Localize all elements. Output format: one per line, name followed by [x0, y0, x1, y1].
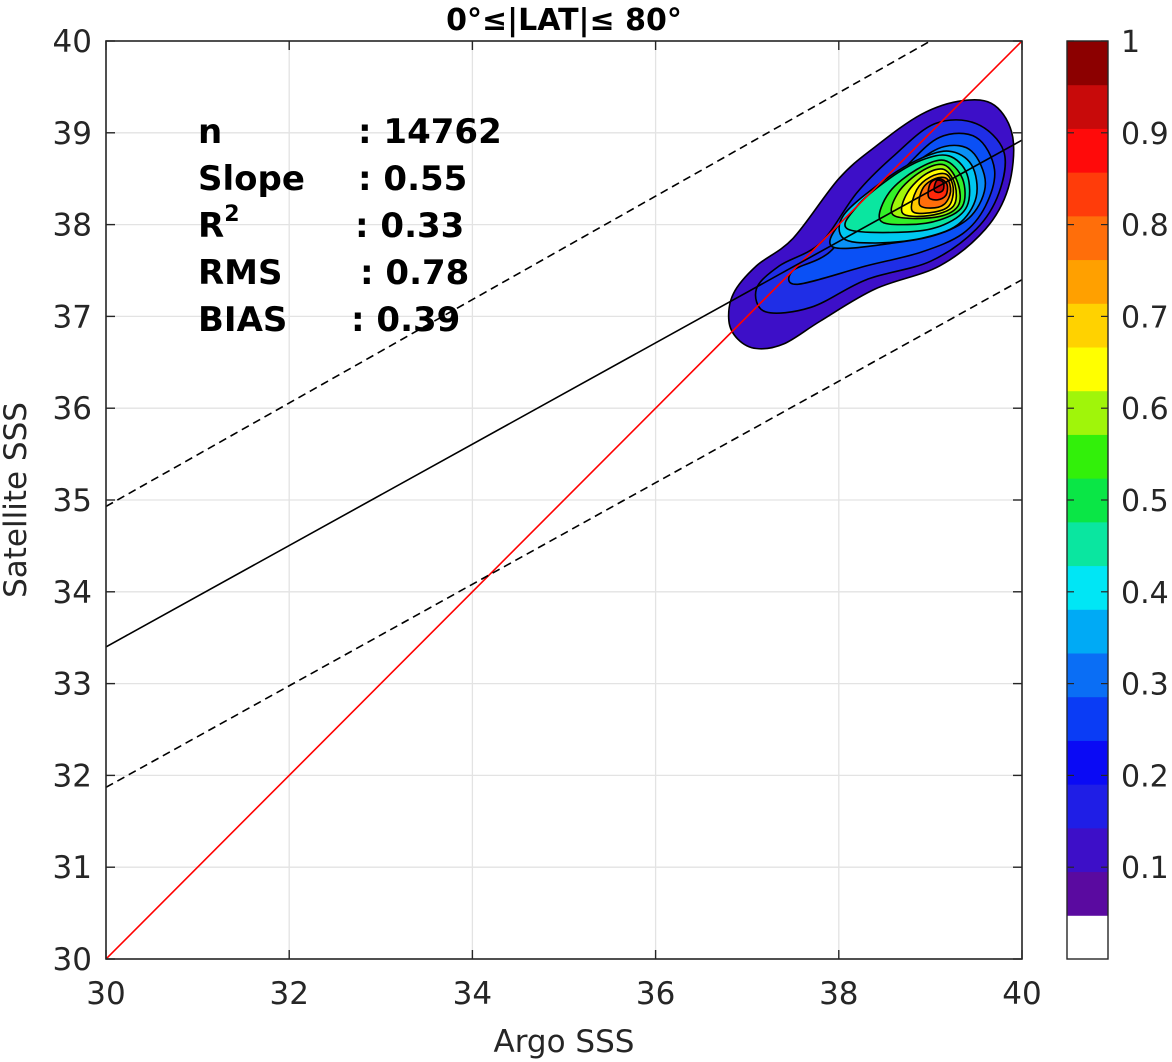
y-tick-label: 33 [53, 667, 92, 703]
colorbar-segment [1067, 303, 1108, 348]
x-tick-label: 36 [636, 976, 675, 1012]
colorbar-tick-label: 0.5 [1121, 484, 1169, 519]
colorbar-segment [1067, 128, 1108, 173]
y-tick-label: 34 [53, 575, 92, 611]
y-tick-label: 37 [53, 299, 92, 335]
stat-value: : 0.39 [351, 300, 460, 340]
colorbar-segment [1067, 259, 1108, 304]
x-tick-label: 32 [269, 976, 308, 1012]
colorbar-tick-label: 0.7 [1121, 300, 1169, 335]
stat-label: RMS [198, 253, 283, 293]
stat-value: : 0.55 [358, 159, 467, 199]
colorbar-segment [1067, 390, 1108, 435]
x-axis-ticks: 30 32 34 36 38 40 [86, 41, 1042, 1012]
y-tick-label: 35 [53, 483, 92, 519]
y-tick-label: 40 [53, 24, 92, 60]
reference-lines [106, 41, 1022, 959]
colorbar-segment [1067, 172, 1108, 217]
colorbar-segment [1067, 915, 1108, 960]
colorbar-segment [1067, 827, 1108, 873]
stat-value: : 0.78 [360, 253, 469, 293]
colorbar-segment [1067, 696, 1108, 741]
colorbar-tick-label: 0.4 [1121, 576, 1169, 611]
stat-label: n [198, 112, 222, 152]
colorbar-tick-label: 0.1 [1121, 851, 1169, 886]
chart-title: 0°≤|LAT|≤ 80° [446, 3, 682, 38]
x-tick-label: 34 [453, 976, 492, 1012]
upper-bound-line [106, 41, 931, 508]
colorbar-segment [1067, 784, 1108, 829]
x-tick-label: 38 [819, 976, 858, 1012]
colorbar-segment [1067, 84, 1108, 129]
colorbar: 1 0.9 0.8 0.7 0.6 0.5 0.4 0.3 0.2 0.1 [1066, 25, 1169, 960]
x-axis-label: Argo SSS [494, 1024, 635, 1060]
y-tick-label: 32 [53, 758, 92, 794]
y-axis-label: Satellite SSS [0, 402, 34, 598]
stat-value: : 14762 [358, 112, 502, 152]
colorbar-tick-label: 0.2 [1121, 759, 1169, 794]
colorbar-tick-label: 0.8 [1121, 209, 1169, 244]
colorbar-segment [1067, 434, 1108, 479]
colorbar-segment [1067, 41, 1108, 86]
stat-label: BIAS [198, 300, 287, 340]
colorbar-tick-label: 1 [1121, 25, 1140, 60]
y-tick-label: 38 [53, 208, 92, 244]
stats-box: n : 14762 Slope : 0.55 R2 : 0.33 RMS : 0.78 BIAS… [198, 112, 502, 340]
colorbar-segment [1067, 871, 1108, 916]
colorbar-tick-label: 0.6 [1121, 392, 1169, 427]
one-to-one-line [106, 41, 1022, 959]
colorbar-segment [1067, 609, 1108, 654]
regression-line [106, 139, 1022, 648]
y-tick-label: 30 [53, 942, 92, 978]
y-axis-ticks: 30 31 32 33 34 35 36 37 38 39 40 [53, 24, 1022, 978]
colorbar-segment [1067, 215, 1108, 261]
colorbar-segment [1067, 347, 1108, 392]
y-tick-label: 31 [53, 850, 92, 886]
y-tick-label: 39 [53, 116, 92, 152]
stat-value: : 0.33 [355, 206, 464, 246]
x-tick-label: 40 [1002, 976, 1041, 1012]
stat-label: R2 [198, 202, 240, 246]
colorbar-segment [1067, 740, 1108, 785]
colorbar-segment [1067, 565, 1108, 610]
colorbar-tick-label: 0.9 [1121, 117, 1169, 152]
stat-label: Slope [198, 159, 305, 199]
colorbar-tick-label: 0.3 [1121, 668, 1169, 703]
grid-lines [105, 40, 1023, 960]
colorbar-segment [1067, 653, 1108, 698]
y-tick-label: 36 [53, 391, 92, 427]
x-tick-label: 30 [86, 976, 125, 1012]
lower-bound-line [106, 278, 1022, 789]
colorbar-segment [1067, 521, 1108, 567]
